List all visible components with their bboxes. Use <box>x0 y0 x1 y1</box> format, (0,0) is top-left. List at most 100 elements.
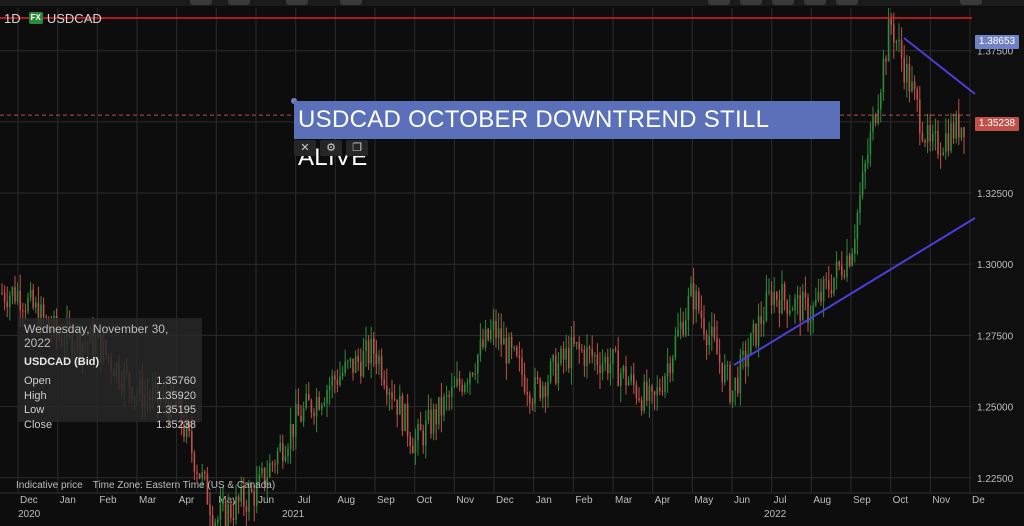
x-tick-label: Dec <box>496 495 514 506</box>
candle-body <box>401 395 404 432</box>
candle-body <box>591 348 593 357</box>
candle-body <box>375 353 378 365</box>
x-tick-label: Jul <box>774 495 787 506</box>
candle-body <box>848 255 851 266</box>
candle-body <box>521 358 523 375</box>
close-icon[interactable]: ✕ <box>294 140 316 156</box>
candle-body <box>271 463 274 465</box>
candle-body <box>807 297 809 324</box>
candle-body <box>258 473 261 482</box>
x-tick-label: Mar <box>139 495 157 506</box>
candle-body <box>542 386 544 399</box>
candle-body <box>217 519 219 523</box>
toolbar-button[interactable] <box>960 0 982 5</box>
candle-body <box>185 421 188 437</box>
toolbar-button[interactable] <box>708 0 730 5</box>
info-date: Wednesday, November 30, 2022 <box>24 322 169 350</box>
candle-body <box>315 397 318 417</box>
toolbar-button[interactable] <box>804 0 826 5</box>
toolbar-button[interactable] <box>228 0 250 5</box>
y-tick-label: 1.37500 <box>977 47 1014 58</box>
candle-body <box>815 300 817 306</box>
annotation-banner[interactable]: USDCAD OCTOBER DOWNTREND STILL ALIVE <box>294 101 840 171</box>
candle-body <box>692 283 695 310</box>
candle-body <box>578 342 580 350</box>
toolbar-button[interactable] <box>772 0 794 5</box>
candle-body <box>547 381 549 397</box>
candle-body <box>854 238 856 254</box>
candle-body <box>778 299 781 314</box>
candle-body <box>932 133 934 142</box>
candle-body <box>934 131 937 134</box>
candle-body <box>765 291 768 321</box>
candle-body <box>804 291 807 298</box>
candle-body <box>952 123 955 139</box>
candle-body <box>263 467 266 486</box>
candle-body <box>274 463 276 465</box>
gear-icon[interactable]: ⚙ <box>320 140 342 156</box>
info-row-low: Low 1.35195 <box>24 404 196 416</box>
candle-body <box>830 289 833 294</box>
candle-body <box>895 41 898 43</box>
candle-body <box>448 395 450 397</box>
y-tick-label: 1.27500 <box>977 331 1014 342</box>
candle-body <box>1 292 3 294</box>
candle-body <box>783 284 786 301</box>
toolbar-button[interactable] <box>286 0 308 5</box>
candle-body <box>916 89 918 100</box>
candle-body <box>240 486 242 502</box>
copy-icon[interactable]: ❐ <box>346 140 368 156</box>
candle-body <box>29 289 32 298</box>
candle-body <box>828 280 830 290</box>
candle-body <box>373 338 375 354</box>
candle-body <box>963 127 965 138</box>
x-tick-label: Oct <box>893 495 909 506</box>
timezone-label[interactable]: Time Zone: Eastern Time (US & Canada) <box>92 480 276 491</box>
candle-body <box>755 323 757 346</box>
candle-body <box>601 363 604 373</box>
candle-body <box>586 347 588 366</box>
candle-body <box>245 506 248 512</box>
x-tick-label: Feb <box>99 495 117 506</box>
candle-body <box>661 391 664 393</box>
candle-body <box>594 355 596 357</box>
candle-body <box>880 92 882 110</box>
candle-body <box>864 163 866 173</box>
toolbar-button[interactable] <box>740 0 762 5</box>
candle-body <box>284 456 287 461</box>
candle-body <box>885 58 887 62</box>
toolbar-button[interactable] <box>340 0 362 5</box>
candle-body <box>913 81 916 90</box>
candle-body <box>206 473 209 505</box>
info-row-close: Close 1.35238 <box>24 418 196 431</box>
x-tick-label: Feb <box>575 495 593 506</box>
candle-body <box>581 349 583 351</box>
candle-body <box>947 133 950 152</box>
x-tick-label: Aug <box>813 495 831 506</box>
candle-body <box>882 58 885 93</box>
candle-body <box>516 347 518 356</box>
candle-body <box>250 488 253 492</box>
candle-body <box>339 376 341 385</box>
x-tick-label: May <box>694 495 713 506</box>
symbol-label[interactable]: USDCAD <box>46 10 102 26</box>
candle-body <box>279 443 281 451</box>
candle-body <box>378 356 380 365</box>
candle-body <box>534 377 536 404</box>
candle-body <box>877 109 879 124</box>
candle-body <box>609 363 612 374</box>
candle-body <box>302 407 305 422</box>
timeframe-label[interactable]: 1D <box>4 10 21 26</box>
toolbar-button[interactable] <box>190 0 212 5</box>
candle-body <box>633 374 635 385</box>
candle-body <box>627 381 630 386</box>
candle-body <box>656 387 658 396</box>
candle-body <box>742 350 744 355</box>
candle-body <box>640 400 643 411</box>
candle-body <box>643 381 645 411</box>
candle-body <box>674 335 677 358</box>
toolbar-button[interactable] <box>836 0 858 5</box>
candle-body <box>874 114 877 124</box>
x-tick-label: De <box>972 495 985 506</box>
